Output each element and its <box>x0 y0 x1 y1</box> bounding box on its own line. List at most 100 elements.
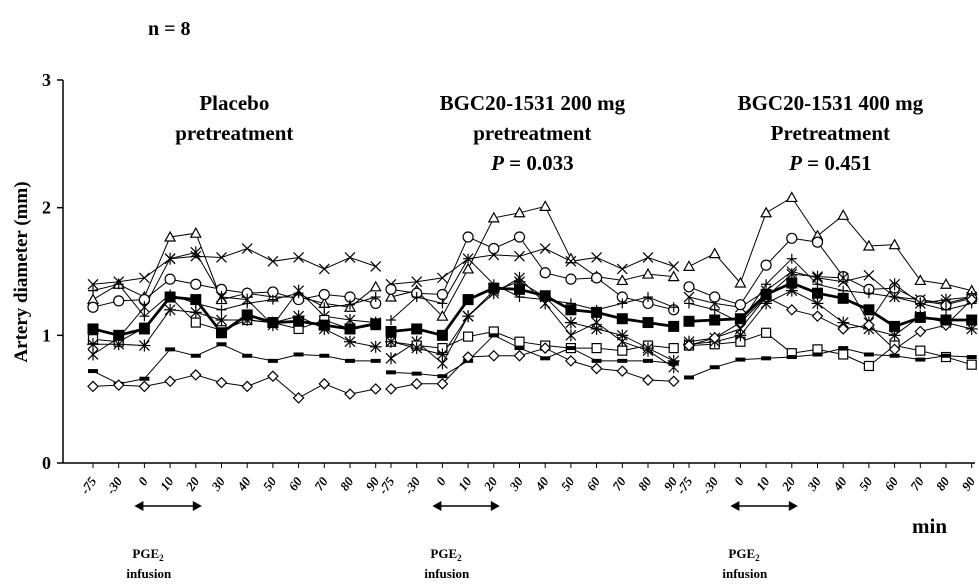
data-point-dash <box>684 375 694 380</box>
data-point-circle <box>113 295 125 307</box>
data-point-diamond <box>616 365 629 377</box>
data-point-triangle <box>436 309 449 321</box>
data-point-diamond <box>683 339 695 352</box>
data-point-diamond <box>462 351 474 363</box>
data-point-diamond <box>914 325 927 338</box>
data-point-asterisk <box>216 291 227 304</box>
panel-3: BGC20-1531 400 mg Pretreatment P = 0.451 PG… <box>682 91 978 581</box>
data-point-triangle <box>539 200 552 211</box>
x-tick-label: -30 <box>103 474 126 497</box>
infusion-label-line2: infusion <box>722 566 768 581</box>
data-point-asterisk <box>940 293 952 306</box>
data-point-dash <box>838 346 849 351</box>
data-point-triangle <box>462 262 475 274</box>
data-point-x <box>318 263 330 275</box>
x-tick-label: 30 <box>804 474 825 494</box>
x-tick-label: 60 <box>881 474 901 494</box>
series-line-triangle <box>92 232 377 308</box>
data-point-x <box>344 252 356 263</box>
data-point-star <box>164 303 177 316</box>
data-point-mean <box>812 287 823 299</box>
data-point-dash <box>863 352 874 357</box>
data-point-diamond <box>292 392 305 404</box>
data-point-square <box>760 327 772 338</box>
infusion-label: PGE2 <box>728 546 760 563</box>
data-point-circle <box>190 278 202 290</box>
panel-title: BGC20-1531 400 mg <box>738 91 924 115</box>
data-point-mean <box>241 309 253 321</box>
data-point-mean <box>138 323 150 335</box>
x-tick-label: 40 <box>233 474 254 494</box>
data-point-circle <box>709 291 721 303</box>
data-point-diamond <box>642 374 654 386</box>
data-point-mean <box>683 315 695 327</box>
data-point-star <box>734 329 747 342</box>
data-point-diamond <box>87 380 99 393</box>
data-point-x <box>293 252 305 263</box>
data-point-plus <box>113 279 124 290</box>
series-line-plus <box>390 257 674 321</box>
data-point-plus <box>684 298 694 309</box>
data-point-diamond <box>436 377 449 390</box>
x-tick-label: 10 <box>455 474 475 494</box>
data-point-mean <box>863 304 875 316</box>
infusion-arrow-head-left <box>730 501 740 511</box>
data-point-circle <box>760 259 772 271</box>
x-tick-label: 70 <box>311 474 331 494</box>
data-point-plus <box>668 302 679 313</box>
series-line-asterisk <box>688 273 972 343</box>
data-point-diamond <box>410 377 423 390</box>
panel-1: Placebo pretreatment PGE2 infusion <box>86 91 382 581</box>
x-tick-label: -30 <box>699 474 722 497</box>
x-tick-label: 40 <box>829 474 850 494</box>
y-tick-label: 3 <box>42 70 51 90</box>
x-tick-label: 50 <box>856 474 876 494</box>
data-point-square <box>190 317 201 328</box>
data-point-triangle <box>487 211 500 223</box>
data-point-square <box>668 343 679 354</box>
data-point-diamond <box>487 349 500 362</box>
data-point-mean <box>616 313 628 325</box>
data-point-dash <box>139 376 150 381</box>
data-point-plus <box>617 298 628 309</box>
x-tick-label: 20 <box>480 474 501 494</box>
data-point-plus <box>345 299 355 310</box>
x-tick-label: 80 <box>933 474 953 494</box>
data-point-circle <box>513 231 526 243</box>
x-tick-label: 60 <box>285 474 305 494</box>
data-point-plus <box>889 292 900 303</box>
data-point-dash <box>786 355 797 360</box>
data-point-dash <box>488 333 499 338</box>
data-point-mean <box>190 294 202 306</box>
data-point-circle <box>590 272 603 284</box>
data-point-diamond <box>344 388 356 400</box>
data-point-mean <box>318 319 330 331</box>
data-point-circle <box>87 301 99 313</box>
y-axis-label: Artery diameter (mm) <box>11 181 32 362</box>
series-line-x <box>92 247 376 285</box>
data-point-mean <box>940 314 952 326</box>
data-point-mean <box>709 314 721 326</box>
x-tick-label: 60 <box>583 474 603 494</box>
data-point-plus <box>463 253 474 264</box>
p-value: P = 0.033 <box>490 151 574 175</box>
series-line-mean <box>92 295 376 337</box>
sample-size-label: n = 8 <box>148 18 191 40</box>
data-point-dash <box>915 357 926 362</box>
series-line-diamond <box>688 296 973 351</box>
infusion-label-line2: infusion <box>424 566 470 581</box>
panel-title: Pretreatment <box>771 121 890 145</box>
data-point-mean <box>370 318 382 330</box>
x-tick-label: 70 <box>907 474 927 494</box>
data-point-diamond <box>565 355 577 367</box>
data-point-circle <box>734 299 747 311</box>
data-point-plus <box>863 288 874 299</box>
data-point-triangle <box>189 226 202 238</box>
data-point-mean <box>488 282 500 294</box>
data-point-mean <box>462 294 474 306</box>
data-point-star <box>344 335 356 348</box>
data-point-diamond <box>785 303 798 316</box>
data-point-x <box>642 252 654 263</box>
data-point-mean <box>113 329 125 341</box>
